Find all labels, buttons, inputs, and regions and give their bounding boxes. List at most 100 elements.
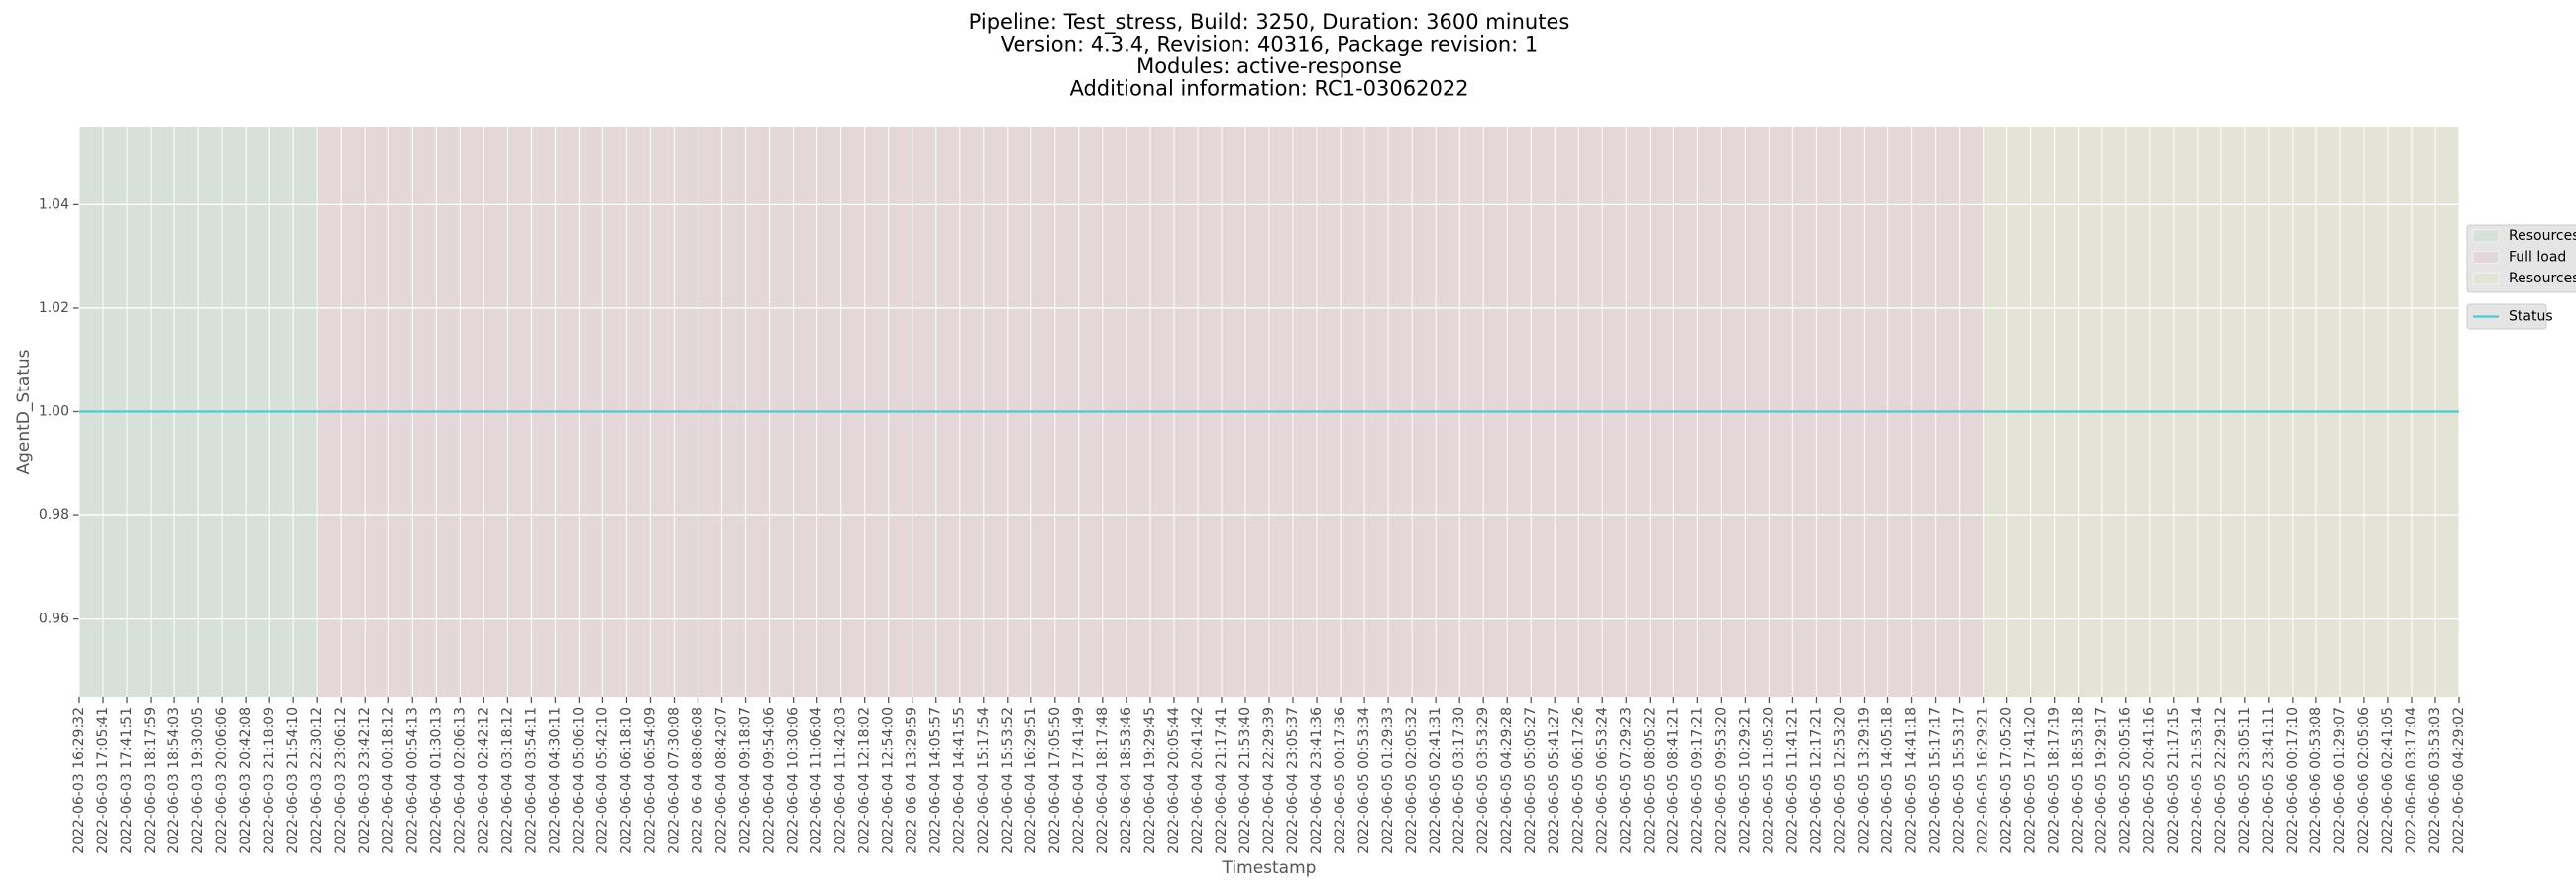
x-tick-label: 2022-06-05 05:41:27 bbox=[1547, 707, 1562, 854]
x-tick-label: 2022-06-04 05:06:10 bbox=[571, 707, 587, 854]
x-tick-label: 2022-06-04 08:06:08 bbox=[691, 707, 706, 854]
x-tick-label: 2022-06-03 19:30:05 bbox=[190, 707, 206, 854]
x-tick-label: 2022-06-05 21:17:15 bbox=[2166, 707, 2182, 854]
x-tick-label: 2022-06-04 00:18:12 bbox=[380, 707, 396, 854]
x-tick-label: 2022-06-05 00:17:36 bbox=[1333, 707, 1348, 854]
x-tick-label: 2022-06-06 00:53:08 bbox=[2308, 707, 2324, 854]
x-tick-label: 2022-06-05 02:41:31 bbox=[1428, 707, 1444, 854]
x-tick-label: 2022-06-04 21:17:41 bbox=[1214, 707, 1230, 854]
chart-title: Pipeline: Test_stress, Build: 3250, Dura… bbox=[969, 10, 1570, 35]
x-tick-label: 2022-06-05 12:53:20 bbox=[1832, 707, 1848, 854]
x-tick-label: 2022-06-05 18:17:19 bbox=[2047, 707, 2063, 854]
x-tick-label: 2022-06-05 05:05:27 bbox=[1523, 707, 1539, 854]
x-tick-label: 2022-06-05 06:53:24 bbox=[1594, 707, 1610, 854]
y-tick-label: 1.02 bbox=[39, 300, 69, 316]
x-tick-label: 2022-06-06 03:17:04 bbox=[2404, 707, 2419, 854]
x-tick-label: 2022-06-05 11:41:21 bbox=[1784, 707, 1800, 854]
x-tick-label: 2022-06-04 04:30:11 bbox=[547, 707, 563, 854]
legend-label: Full load bbox=[2509, 250, 2566, 266]
y-tick-label: 1.04 bbox=[39, 196, 69, 212]
x-tick-label: 2022-06-04 13:29:59 bbox=[905, 707, 920, 854]
x-tick-label: 2022-06-04 20:41:42 bbox=[1190, 707, 1206, 854]
y-tick-label: 0.96 bbox=[39, 612, 69, 627]
chart-title: Version: 4.3.4, Revision: 40316, Package… bbox=[1001, 33, 1539, 56]
x-tick-label: 2022-06-05 03:17:30 bbox=[1451, 707, 1467, 854]
x-tick-label: 2022-06-05 00:53:34 bbox=[1356, 707, 1372, 854]
x-tick-label: 2022-06-03 21:18:09 bbox=[262, 707, 277, 854]
x-tick-label: 2022-06-04 07:30:08 bbox=[667, 707, 683, 854]
x-tick-label: 2022-06-05 18:53:18 bbox=[2071, 707, 2087, 854]
x-tick-label: 2022-06-03 21:54:10 bbox=[285, 707, 301, 854]
x-tick-label: 2022-06-04 21:53:40 bbox=[1237, 707, 1253, 854]
x-tick-label: 2022-06-05 09:53:20 bbox=[1713, 707, 1729, 854]
x-tick-label: 2022-06-05 02:05:32 bbox=[1404, 707, 1420, 854]
x-tick-label: 2022-06-05 04:29:28 bbox=[1499, 707, 1515, 854]
x-tick-label: 2022-06-04 23:05:37 bbox=[1285, 707, 1301, 854]
x-tick-label: 2022-06-04 03:18:12 bbox=[499, 707, 515, 854]
x-tick-label: 2022-06-05 20:05:16 bbox=[2118, 707, 2134, 854]
x-tick-label: 2022-06-04 15:17:54 bbox=[976, 707, 992, 854]
legend-label: Status bbox=[2509, 309, 2553, 325]
x-tick-label: 2022-06-06 03:53:03 bbox=[2427, 707, 2443, 854]
x-tick-label: 2022-06-05 09:17:21 bbox=[1689, 707, 1705, 854]
chart-title: Modules: active-response bbox=[1136, 55, 1402, 78]
x-tick-label: 2022-06-04 20:05:44 bbox=[1166, 707, 1182, 854]
x-tick-label: 2022-06-03 18:17:59 bbox=[143, 707, 159, 854]
x-tick-label: 2022-06-04 01:30:13 bbox=[428, 707, 444, 854]
x-tick-label: 2022-06-03 20:06:06 bbox=[214, 707, 230, 854]
x-tick-label: 2022-06-05 03:53:29 bbox=[1475, 707, 1491, 854]
x-tick-label: 2022-06-03 23:42:12 bbox=[357, 707, 373, 854]
x-tick-label: 2022-06-04 17:41:49 bbox=[1071, 707, 1087, 854]
x-tick-label: 2022-06-05 15:17:17 bbox=[1928, 707, 1944, 854]
x-tick-label: 2022-06-03 22:30:12 bbox=[309, 707, 325, 854]
x-tick-label: 2022-06-04 12:54:00 bbox=[881, 707, 897, 854]
x-tick-label: 2022-06-04 02:06:13 bbox=[452, 707, 468, 854]
x-tick-label: 2022-06-05 08:05:22 bbox=[1642, 707, 1658, 854]
x-tick-label: 2022-06-05 15:53:17 bbox=[1952, 707, 1968, 854]
legend-swatch bbox=[2472, 251, 2500, 264]
x-tick-label: 2022-06-04 22:29:39 bbox=[1261, 707, 1277, 854]
legend-swatch bbox=[2472, 272, 2500, 285]
x-tick-label: 2022-06-04 00:54:13 bbox=[404, 707, 420, 854]
x-tick-label: 2022-06-05 01:29:33 bbox=[1380, 707, 1396, 854]
x-tick-label: 2022-06-03 20:42:08 bbox=[238, 707, 254, 854]
x-tick-label: 2022-06-04 11:42:03 bbox=[833, 707, 849, 854]
x-tick-label: 2022-06-05 19:29:17 bbox=[2094, 707, 2110, 854]
x-tick-label: 2022-06-04 03:54:11 bbox=[523, 707, 539, 854]
x-tick-label: 2022-06-05 14:41:18 bbox=[1904, 707, 1920, 854]
x-tick-label: 2022-06-05 14:05:18 bbox=[1880, 707, 1896, 854]
y-tick-label: 1.00 bbox=[39, 404, 69, 420]
x-tick-label: 2022-06-04 18:17:48 bbox=[1095, 707, 1111, 854]
x-tick-label: 2022-06-06 02:05:06 bbox=[2356, 707, 2372, 854]
x-tick-label: 2022-06-05 10:29:21 bbox=[1737, 707, 1753, 854]
x-tick-label: 2022-06-04 10:30:06 bbox=[786, 707, 802, 854]
x-tick-label: 2022-06-05 17:05:20 bbox=[1999, 707, 2015, 854]
x-tick-label: 2022-06-05 16:29:21 bbox=[1976, 707, 1991, 854]
x-tick-label: 2022-06-03 17:05:41 bbox=[95, 707, 111, 854]
x-tick-label: 2022-06-03 17:41:51 bbox=[119, 707, 135, 854]
x-tick-label: 2022-06-04 12:18:02 bbox=[857, 707, 873, 854]
x-tick-label: 2022-06-05 08:41:21 bbox=[1665, 707, 1681, 854]
x-tick-label: 2022-06-03 18:54:03 bbox=[166, 707, 182, 854]
x-tick-label: 2022-06-04 14:41:55 bbox=[952, 707, 968, 854]
x-tick-label: 2022-06-05 06:17:26 bbox=[1570, 707, 1586, 854]
x-tick-label: 2022-06-03 23:06:12 bbox=[333, 707, 349, 854]
y-axis-label: AgentD_Status bbox=[14, 349, 34, 474]
x-tick-label: 2022-06-05 13:29:19 bbox=[1857, 707, 1873, 854]
x-tick-label: 2022-06-03 16:29:32 bbox=[71, 707, 87, 854]
x-tick-label: 2022-06-04 16:29:51 bbox=[1023, 707, 1039, 854]
x-tick-label: 2022-06-04 11:06:04 bbox=[809, 707, 825, 854]
x-tick-label: 2022-06-04 15:53:52 bbox=[1000, 707, 1016, 854]
x-tick-label: 2022-06-05 11:05:20 bbox=[1761, 707, 1776, 854]
x-tick-label: 2022-06-05 17:41:20 bbox=[2023, 707, 2039, 854]
x-tick-label: 2022-06-05 07:29:23 bbox=[1618, 707, 1634, 854]
x-tick-label: 2022-06-04 19:29:45 bbox=[1142, 707, 1158, 854]
x-tick-label: 2022-06-04 09:54:06 bbox=[762, 707, 778, 854]
x-tick-label: 2022-06-05 23:41:11 bbox=[2261, 707, 2277, 854]
x-tick-label: 2022-06-05 12:17:21 bbox=[1808, 707, 1824, 854]
y-tick-label: 0.98 bbox=[39, 507, 69, 523]
x-tick-label: 2022-06-06 01:29:07 bbox=[2332, 707, 2348, 854]
x-tick-label: 2022-06-06 00:17:10 bbox=[2285, 707, 2301, 854]
x-tick-label: 2022-06-04 23:41:36 bbox=[1309, 707, 1325, 854]
